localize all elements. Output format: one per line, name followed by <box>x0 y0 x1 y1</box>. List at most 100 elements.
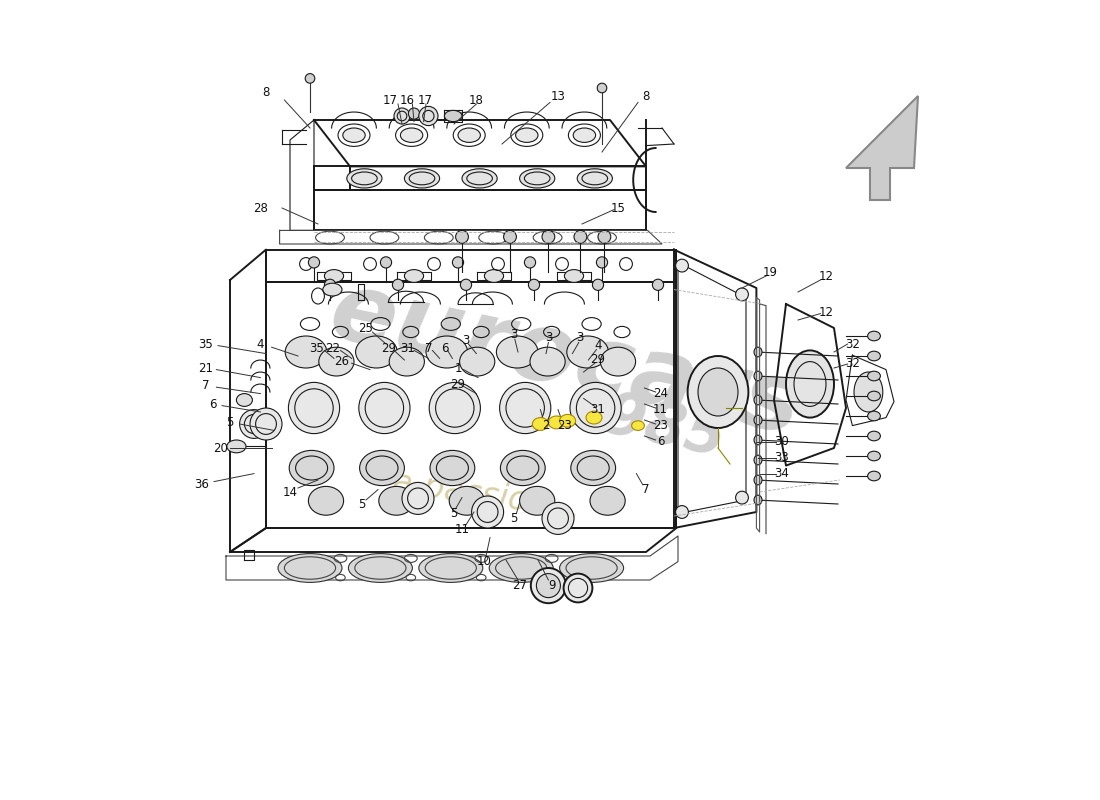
Text: 6: 6 <box>209 398 216 410</box>
Text: 34: 34 <box>774 467 790 480</box>
Ellipse shape <box>289 450 334 486</box>
Text: 6: 6 <box>441 342 448 354</box>
Text: 16: 16 <box>400 94 415 106</box>
Ellipse shape <box>227 440 246 453</box>
Ellipse shape <box>549 416 564 429</box>
Ellipse shape <box>490 554 553 582</box>
Ellipse shape <box>754 475 762 485</box>
Ellipse shape <box>754 395 762 405</box>
Ellipse shape <box>349 554 412 582</box>
Polygon shape <box>846 96 918 200</box>
Ellipse shape <box>346 169 382 188</box>
Ellipse shape <box>343 128 365 142</box>
Ellipse shape <box>754 347 762 357</box>
Text: 5: 5 <box>510 512 518 525</box>
Ellipse shape <box>461 279 472 290</box>
Text: 4: 4 <box>256 338 264 350</box>
Ellipse shape <box>444 110 462 122</box>
Ellipse shape <box>250 408 282 440</box>
Ellipse shape <box>324 279 336 290</box>
Text: eurocars: eurocars <box>322 265 810 455</box>
Ellipse shape <box>308 257 320 268</box>
Ellipse shape <box>360 450 405 486</box>
Ellipse shape <box>754 495 762 505</box>
Text: 14: 14 <box>283 486 297 498</box>
Text: 3: 3 <box>510 328 518 341</box>
Ellipse shape <box>322 283 342 296</box>
Ellipse shape <box>516 128 538 142</box>
Ellipse shape <box>519 169 554 188</box>
Ellipse shape <box>598 230 611 243</box>
Text: 20: 20 <box>213 442 228 454</box>
Ellipse shape <box>319 347 354 376</box>
Ellipse shape <box>868 411 880 421</box>
Text: 1: 1 <box>454 362 462 374</box>
Ellipse shape <box>597 83 607 93</box>
Text: 5: 5 <box>450 507 458 520</box>
Text: 6: 6 <box>657 435 664 448</box>
Text: 7: 7 <box>642 483 650 496</box>
Text: 29: 29 <box>451 378 465 390</box>
Ellipse shape <box>394 108 410 124</box>
Ellipse shape <box>531 568 566 603</box>
Ellipse shape <box>688 356 748 428</box>
Ellipse shape <box>868 471 880 481</box>
Ellipse shape <box>586 411 602 424</box>
Ellipse shape <box>324 270 343 282</box>
Ellipse shape <box>429 382 481 434</box>
Text: 21: 21 <box>198 362 213 374</box>
Ellipse shape <box>504 230 516 243</box>
Text: 25: 25 <box>359 322 373 334</box>
Text: 27: 27 <box>513 579 527 592</box>
Ellipse shape <box>285 336 327 368</box>
Ellipse shape <box>571 450 616 486</box>
Text: 35: 35 <box>309 342 323 354</box>
Ellipse shape <box>596 257 607 268</box>
Ellipse shape <box>560 414 575 427</box>
Ellipse shape <box>754 415 762 425</box>
Ellipse shape <box>754 371 762 381</box>
Ellipse shape <box>472 496 504 528</box>
Ellipse shape <box>419 106 438 126</box>
Ellipse shape <box>560 554 624 582</box>
Ellipse shape <box>496 336 538 368</box>
Ellipse shape <box>355 336 397 368</box>
Text: 31: 31 <box>591 403 605 416</box>
Text: 17: 17 <box>383 94 397 106</box>
Ellipse shape <box>484 270 504 282</box>
Text: 32: 32 <box>845 338 860 350</box>
Ellipse shape <box>460 347 495 376</box>
Ellipse shape <box>868 331 880 341</box>
Text: 1985: 1985 <box>561 379 732 469</box>
Ellipse shape <box>405 270 424 282</box>
Ellipse shape <box>278 554 342 582</box>
Ellipse shape <box>675 259 689 272</box>
Ellipse shape <box>868 431 880 441</box>
Ellipse shape <box>381 257 392 268</box>
Text: 15: 15 <box>610 202 626 214</box>
Ellipse shape <box>499 382 551 434</box>
Ellipse shape <box>455 230 469 243</box>
Ellipse shape <box>786 350 834 418</box>
Ellipse shape <box>564 270 584 282</box>
Text: 5: 5 <box>227 416 233 429</box>
Ellipse shape <box>236 394 252 406</box>
Text: 19: 19 <box>762 266 778 278</box>
Text: 31: 31 <box>400 342 415 354</box>
Text: 7: 7 <box>202 379 210 392</box>
Text: 3: 3 <box>544 331 552 344</box>
Ellipse shape <box>652 279 663 290</box>
Ellipse shape <box>525 257 536 268</box>
Ellipse shape <box>359 382 410 434</box>
Text: 9: 9 <box>548 579 556 592</box>
Ellipse shape <box>458 128 481 142</box>
Ellipse shape <box>574 230 586 243</box>
Text: 24: 24 <box>653 387 668 400</box>
Ellipse shape <box>288 382 340 434</box>
Text: 7: 7 <box>425 342 432 354</box>
Ellipse shape <box>542 230 554 243</box>
Text: 18: 18 <box>469 94 484 106</box>
Text: 11: 11 <box>454 523 470 536</box>
Text: 12: 12 <box>818 306 834 318</box>
Ellipse shape <box>378 486 414 515</box>
